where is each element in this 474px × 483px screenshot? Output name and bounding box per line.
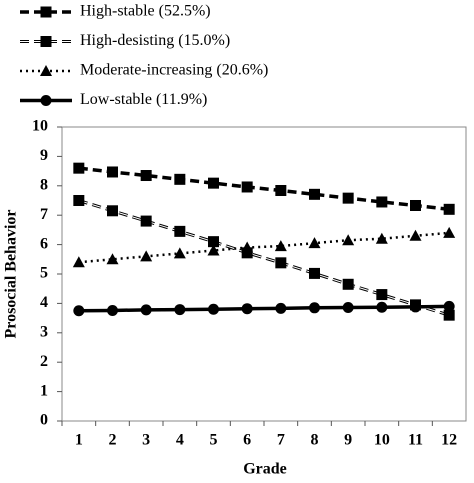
marker	[443, 309, 455, 321]
marker	[40, 95, 52, 106]
y-tick-label: 0	[40, 412, 48, 429]
series-line	[78, 304, 450, 313]
marker	[275, 257, 287, 269]
marker	[73, 305, 85, 317]
marker	[140, 304, 152, 316]
marker	[275, 302, 287, 314]
legend-label: Moderate-increasing (20.6%)	[80, 62, 268, 79]
marker	[241, 181, 253, 193]
y-tick-label: 3	[40, 323, 48, 340]
marker	[73, 162, 85, 174]
series-line	[78, 166, 450, 212]
y-tick-label: 2	[40, 353, 48, 370]
x-tick-label: 7	[277, 432, 285, 449]
marker	[376, 196, 388, 208]
y-tick-label: 10	[32, 118, 48, 135]
y-tick-label: 1	[40, 382, 48, 399]
marker	[409, 229, 422, 241]
y-tick-label: 6	[40, 235, 48, 252]
x-tick-label: 6	[243, 432, 251, 449]
plot-frame	[61, 126, 467, 422]
y-tick-label: 7	[40, 206, 48, 223]
marker	[140, 215, 152, 227]
marker	[241, 241, 254, 253]
marker	[207, 244, 220, 256]
marker	[140, 170, 152, 182]
marker	[40, 65, 52, 76]
x-tick-label: 4	[176, 432, 184, 449]
marker	[72, 256, 85, 268]
marker	[40, 6, 52, 18]
marker	[375, 232, 388, 244]
x-tick-label: 3	[142, 432, 150, 449]
marker	[208, 303, 219, 315]
legend-label: High-desisting (15.0%)	[80, 32, 230, 49]
x-tick-label: 11	[408, 432, 423, 449]
marker	[275, 185, 287, 197]
marker	[376, 289, 388, 301]
marker	[443, 300, 455, 312]
marker	[107, 166, 118, 178]
marker	[173, 247, 186, 259]
marker	[376, 301, 388, 313]
x-tick-label: 9	[344, 432, 352, 449]
x-tick-label: 2	[109, 432, 117, 449]
marker	[342, 278, 354, 290]
x-tick-label: 8	[311, 432, 319, 449]
legend-label: Low-stable (11.9%)	[80, 91, 207, 108]
marker	[241, 247, 253, 259]
y-tick-label: 9	[40, 147, 48, 164]
y-tick-label: 4	[40, 294, 48, 311]
legend-label: High-stable (52.5%)	[80, 3, 211, 20]
marker	[40, 36, 52, 47]
x-tick-label: 1	[75, 432, 83, 449]
y-tick-label: 8	[40, 176, 48, 193]
marker	[443, 203, 455, 215]
series-line	[78, 231, 450, 264]
marker	[309, 188, 320, 200]
marker	[274, 240, 287, 252]
marker	[106, 253, 119, 265]
x-tick-label: 5	[210, 432, 218, 449]
marker	[174, 304, 186, 316]
marker	[174, 225, 186, 237]
marker	[410, 301, 421, 313]
marker	[73, 195, 85, 206]
marker	[308, 237, 321, 249]
marker	[342, 302, 354, 314]
marker	[410, 199, 421, 211]
marker	[107, 304, 118, 316]
marker	[107, 205, 118, 217]
x-tick-label: 10	[374, 432, 390, 449]
marker	[208, 177, 219, 189]
marker	[309, 302, 320, 314]
marker	[342, 192, 354, 204]
marker	[309, 267, 320, 279]
x-tick-label: 12	[441, 432, 457, 449]
marker	[140, 250, 153, 262]
y-axis-label: Prosocial Behavior	[3, 209, 20, 338]
y-tick-label: 5	[40, 265, 48, 282]
marker	[241, 303, 253, 315]
marker	[443, 226, 456, 238]
x-axis-label: Grade	[243, 461, 287, 478]
marker	[174, 173, 186, 185]
line-inner	[78, 200, 450, 316]
marker	[342, 234, 355, 246]
marker	[208, 236, 219, 248]
